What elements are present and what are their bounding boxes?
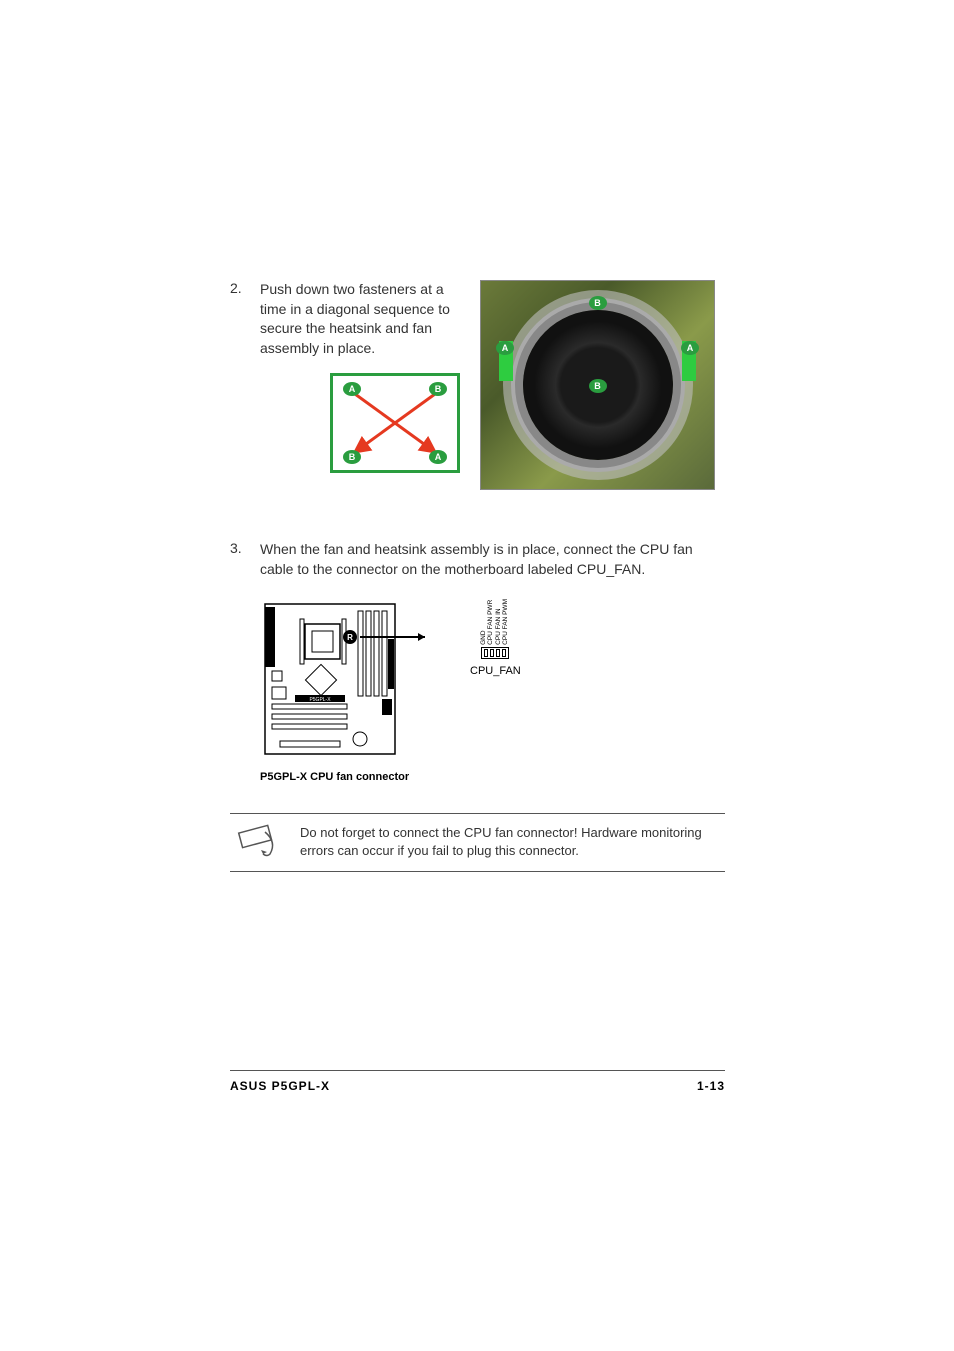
connector-pins	[481, 647, 509, 659]
note-icon	[235, 824, 280, 859]
step-2-number: 2.	[230, 280, 260, 296]
photo-marker-right: A	[681, 341, 699, 355]
pin-labels: GND CPU FAN PWR CPU FAN IN CPU FAN PWM	[481, 599, 510, 645]
connector-label: CPU_FAN	[470, 665, 521, 677]
svg-text:R: R	[347, 633, 353, 642]
step-3-text: When the fan and heatsink assembly is in…	[260, 540, 725, 579]
note-text: Do not forget to connect the CPU fan con…	[300, 824, 725, 860]
board-label: P5GPL-X	[309, 697, 331, 703]
step-2-row: 2. Push down two fasteners at a time in …	[230, 280, 725, 490]
motherboard-outline: P5GPL-X R	[260, 599, 440, 759]
step-3-row: 3. When the fan and heatsink assembly is…	[230, 540, 725, 579]
footer-right: 1-13	[697, 1079, 725, 1093]
photo-marker-left: A	[496, 341, 514, 355]
diagram-caption: P5GPL-X CPU fan connector	[260, 771, 725, 783]
note-block: Do not forget to connect the CPU fan con…	[230, 813, 725, 871]
step-2-text: Push down two fasteners at a time in a d…	[260, 280, 465, 358]
fastener-sequence-diagram: A B B A	[330, 373, 460, 473]
heatsink-photo: B A A B	[480, 280, 715, 490]
photo-marker-top: B	[589, 296, 607, 310]
footer-left: ASUS P5GPL-X	[230, 1079, 330, 1093]
photo-marker-bottom: B	[589, 379, 607, 393]
cpu-fan-connector-detail: GND CPU FAN PWR CPU FAN IN CPU FAN PWM C…	[470, 599, 521, 677]
motherboard-diagram-section: P5GPL-X R GND CPU FAN PWR CPU FAN IN CPU…	[260, 599, 725, 759]
pin-label-1: CPU FAN PWR	[488, 599, 495, 645]
pin-label-3: CPU FAN PWM	[503, 599, 510, 645]
step-3-number: 3.	[230, 540, 260, 556]
page-footer: ASUS P5GPL-X 1-13	[230, 1070, 725, 1093]
